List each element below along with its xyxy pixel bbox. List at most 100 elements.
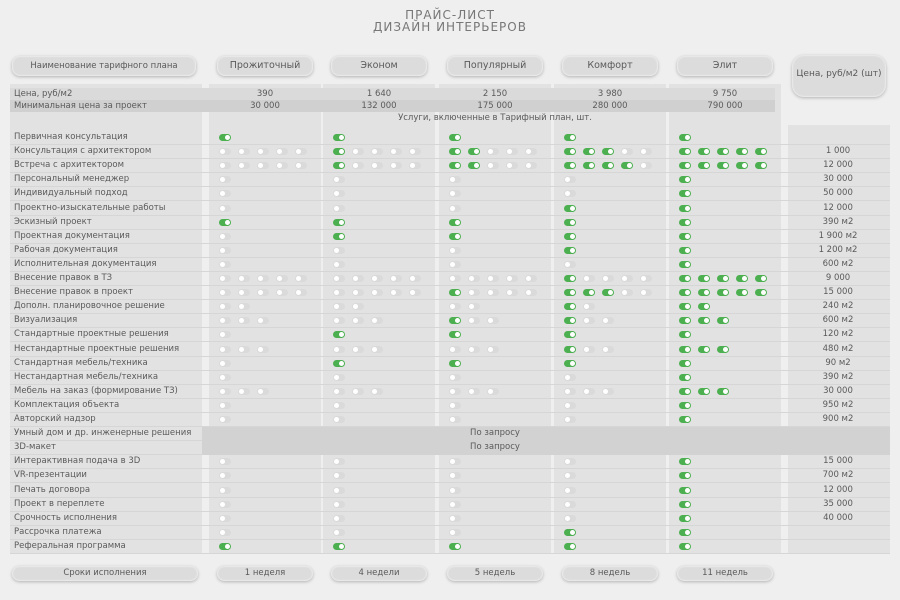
toggle-knob [704, 149, 709, 155]
toggle [640, 162, 652, 170]
toggle-knob [334, 304, 339, 310]
toggle [276, 162, 288, 170]
toggle [333, 542, 345, 550]
toggle [371, 387, 383, 395]
toggle [449, 232, 461, 240]
toggle-group [219, 176, 311, 184]
toggle [333, 331, 345, 339]
row-line [10, 158, 890, 160]
toggle-knob [469, 318, 474, 324]
toggle-group [333, 472, 425, 480]
toggle-group [449, 401, 541, 410]
toggle-knob [469, 304, 474, 310]
toggle-group [219, 317, 311, 325]
toggle-group [564, 387, 656, 396]
service-name: Нестандартные проектные решения [14, 343, 180, 354]
toggle [698, 289, 710, 297]
toggle-group [679, 134, 771, 142]
toggle-knob [570, 149, 575, 155]
toggle-knob [220, 360, 225, 366]
toggle-group [333, 260, 425, 269]
toggle-knob [353, 149, 358, 155]
toggle-knob [410, 290, 415, 296]
price-value: 132 000 [361, 101, 397, 111]
toggle-group [449, 359, 541, 368]
toggle-group [449, 514, 541, 523]
toggle-knob [565, 261, 570, 267]
service-price: 390 м2 [822, 216, 854, 227]
toggle-knob [450, 191, 455, 197]
toggle-knob [220, 163, 225, 169]
service-name: Рабочая документация [14, 244, 118, 255]
service-price: 35 000 [823, 498, 853, 509]
row-line [10, 186, 890, 188]
toggle [276, 275, 288, 282]
service-name: Умный дом и др. инженерные решения [14, 428, 192, 439]
toggle-knob [220, 177, 225, 183]
note: По запросу [470, 428, 520, 439]
toggle-knob [507, 290, 512, 296]
toggle-knob [622, 149, 627, 155]
toggle [333, 162, 345, 170]
toggle-group [679, 486, 771, 495]
row-label: Цена, руб/м2 [14, 89, 73, 99]
service-price: 600 м2 [822, 315, 854, 326]
toggle [352, 303, 364, 311]
toggle-knob [220, 318, 225, 324]
toggle-group [564, 246, 656, 255]
toggle-knob [450, 177, 455, 183]
toggle-group [564, 260, 656, 269]
toggle-knob [334, 290, 339, 296]
toggle-group [679, 218, 771, 227]
toggle-knob [455, 135, 460, 140]
row-bg [10, 100, 775, 112]
toggle [257, 387, 269, 395]
toggle [352, 162, 364, 170]
toggle-group [564, 148, 656, 156]
toggle-knob [450, 473, 455, 479]
toggle-knob [277, 149, 282, 155]
toggle-knob [685, 135, 690, 140]
toggle-knob [239, 304, 244, 310]
toggle-group [219, 472, 311, 480]
row-line [10, 242, 890, 244]
toggle [583, 387, 595, 395]
toggle-knob [334, 247, 339, 253]
toggle [564, 542, 576, 550]
toggle-group [564, 303, 656, 311]
caption: Услуги, включенные в Тарифный план, шт. [398, 113, 592, 123]
toggle-knob [258, 290, 263, 296]
toggle [679, 514, 691, 522]
toggle-group [449, 218, 541, 227]
toggle-knob [334, 276, 339, 281]
toggle-knob [455, 163, 460, 169]
service-price: 600 м2 [822, 258, 854, 269]
toggle-group [679, 345, 771, 354]
toggle-knob [296, 290, 301, 296]
toggle-knob [685, 515, 690, 521]
toggle-knob [391, 149, 396, 155]
toggle-knob [258, 163, 263, 169]
toggle-knob [296, 149, 301, 155]
toggle-group [564, 542, 656, 551]
toggle [717, 289, 729, 297]
toggle [449, 190, 461, 198]
toggle [602, 162, 614, 170]
toggle [449, 528, 461, 536]
toggle-group [564, 232, 656, 241]
toggle-knob [474, 163, 479, 169]
toggle [602, 289, 614, 297]
toggle-knob [334, 417, 339, 422]
toggle [449, 472, 461, 480]
toggle-group [219, 204, 311, 213]
toggle [257, 345, 269, 353]
toggle-group [449, 528, 541, 537]
toggle-knob [450, 501, 455, 507]
toggle [621, 289, 633, 297]
toggle-knob [410, 276, 415, 281]
toggle-group [564, 162, 656, 170]
toggle-knob [334, 473, 339, 479]
subtitle: ДИЗАЙН ИНТЕРЬЕРОВ [373, 20, 527, 34]
toggle-group [219, 331, 311, 339]
toggle-knob [220, 473, 225, 479]
